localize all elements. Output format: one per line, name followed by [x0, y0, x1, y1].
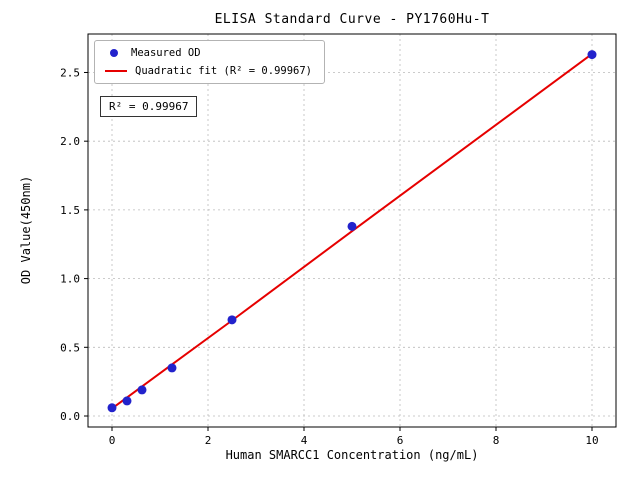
x-tick-label: 8: [493, 434, 500, 447]
x-tick-label: 4: [301, 434, 308, 447]
r-squared-annotation: R² = 0.99967: [100, 96, 198, 117]
legend: Measured OD Quadratic fit (R² = 0.99967): [94, 40, 326, 84]
legend-label: Quadratic fit (R² = 0.99967): [135, 65, 313, 77]
y-tick-label: 1.5: [60, 204, 80, 217]
x-tick-label: 0: [109, 434, 116, 447]
y-axis-label: OD Value(450nm): [19, 175, 33, 285]
legend-item-measured-od: Measured OD: [105, 47, 312, 59]
y-tick-label: 0.5: [60, 341, 80, 354]
measured-od-point: [122, 396, 132, 406]
measured-od-point: [137, 385, 147, 395]
x-tick-label: 6: [397, 434, 404, 447]
x-tick-label: 10: [585, 434, 598, 447]
measured-od-point: [227, 315, 237, 325]
y-tick-label: 2.5: [60, 66, 80, 79]
x-tick-label: 2: [205, 434, 212, 447]
scatter-marker-icon: [110, 49, 118, 57]
fit-line-icon: [105, 70, 127, 72]
legend-item-quadratic-fit: Quadratic fit (R² = 0.99967): [105, 65, 312, 77]
legend-label: Measured OD: [131, 47, 201, 59]
y-tick-label: 0.0: [60, 410, 80, 423]
quadratic-fit-line: [111, 53, 593, 410]
y-tick-label: 2.0: [60, 135, 80, 148]
plot-border: [87, 33, 617, 428]
measured-od-point: [587, 50, 597, 60]
x-axis-label: Human SMARCC1 Concentration (ng/mL): [225, 448, 479, 462]
measured-od-point: [347, 221, 357, 231]
y-tick-label: 1.0: [60, 273, 80, 286]
chart-title: ELISA Standard Curve - PY1760Hu-T: [214, 12, 490, 27]
measured-od-point: [167, 363, 177, 373]
measured-od-point: [107, 403, 117, 413]
